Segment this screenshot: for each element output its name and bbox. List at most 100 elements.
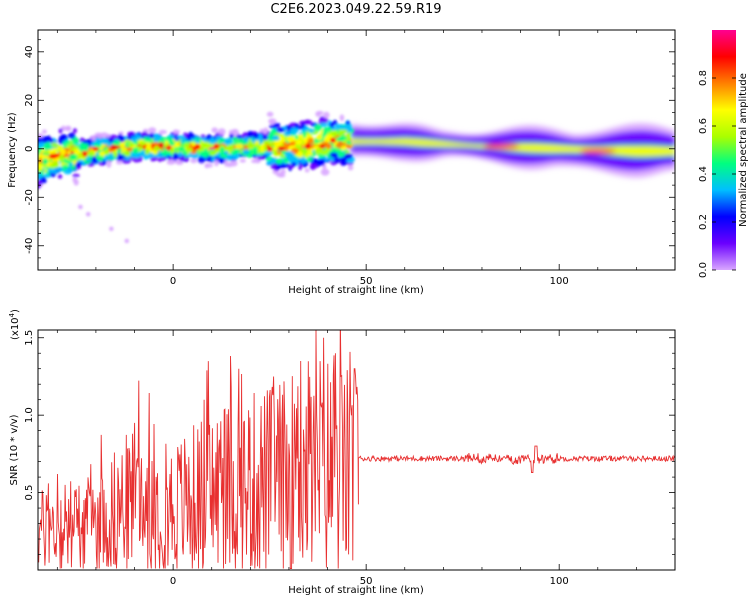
spectrogram-cell xyxy=(141,131,147,136)
spectrogram-cell xyxy=(82,150,88,157)
spectrogram-cell xyxy=(200,142,208,148)
spectrogram-cell xyxy=(149,131,155,139)
spectrogram-cell xyxy=(65,125,72,131)
spectrogram-cell xyxy=(63,169,72,175)
spectrogram-cell xyxy=(340,145,347,151)
spectrogram-cell xyxy=(263,127,268,135)
spectrogram-cell xyxy=(274,140,282,147)
spectrogram-cell xyxy=(266,160,275,166)
spectrogram-cell xyxy=(228,129,234,134)
spectrogram-cell xyxy=(198,150,208,157)
spectrogram-cell xyxy=(72,177,77,183)
spectrogram-cell xyxy=(175,161,184,165)
snr-multiplier-label: (x104) xyxy=(8,309,21,340)
spectrogram-peak-core xyxy=(491,144,512,148)
spectrogram-cell xyxy=(317,134,323,141)
spectrogram-cell xyxy=(243,136,249,143)
colorbar-tick-label: 0.0 xyxy=(698,262,709,278)
spectrogram-cell xyxy=(253,146,258,153)
spectrogram-cell xyxy=(322,130,328,136)
spectrogram-cell xyxy=(168,138,174,145)
spectrogram-cell xyxy=(330,137,336,144)
spectrogram-cell xyxy=(87,151,95,156)
spectrogram-cell xyxy=(104,148,109,153)
spectrogram-cell xyxy=(96,140,103,145)
spectrogram-cell xyxy=(163,148,168,155)
spectrogram-cell xyxy=(296,125,304,130)
spectrogram-cell xyxy=(51,143,59,148)
spectrogram-cell xyxy=(165,145,172,151)
spectrogram-peak-core xyxy=(587,149,608,153)
spectrogram-cell xyxy=(93,158,98,164)
spectrogram-cell xyxy=(299,157,307,164)
spectrogram-cell xyxy=(72,173,80,178)
spectrogram-outlier xyxy=(124,238,129,244)
spectrogram-cell xyxy=(183,142,190,148)
spectrogram-cell xyxy=(176,135,185,139)
spectrogram-cell xyxy=(252,132,259,139)
spectrogram-cell xyxy=(205,157,212,162)
spectrogram-cell xyxy=(332,119,338,126)
spectrogram-outlier xyxy=(78,204,83,210)
spectrogram-x-tick-label: 50 xyxy=(360,276,373,287)
spectrogram-cell xyxy=(347,164,354,171)
spectrogram-cell xyxy=(247,130,254,138)
spectrogram-cell xyxy=(62,164,68,170)
spectrogram-y-tick-label: 0 xyxy=(24,146,35,152)
spectrogram-cell xyxy=(116,154,125,159)
spectrogram-cell xyxy=(56,166,64,172)
spectrogram-cell xyxy=(339,114,345,122)
spectrogram-cell xyxy=(110,144,119,150)
spectrogram-cell xyxy=(263,135,268,141)
spectrogram-cell xyxy=(326,134,333,139)
snr-x-tick-label: 0 xyxy=(170,576,176,587)
spectrogram-cell xyxy=(103,155,109,162)
spectrogram-cell xyxy=(183,157,190,162)
spectrogram-cell xyxy=(38,153,45,159)
spectrogram-cell xyxy=(307,137,314,145)
colorbar-label: Normalized spectral amplitude xyxy=(738,73,749,227)
spectrogram-cell xyxy=(148,127,157,134)
spectrogram-cell xyxy=(204,163,213,168)
spectrogram-cell xyxy=(200,134,206,139)
spectrogram-cell xyxy=(116,159,123,165)
spectrogram-cell xyxy=(108,152,114,160)
colorbar: 0.0 0.2 0.4 0.6 0.8 Normalized spectral ampl… xyxy=(698,30,749,278)
spectrogram-cell xyxy=(291,161,297,167)
spectrogram-cell xyxy=(166,160,176,165)
spectrogram-cell xyxy=(100,132,108,138)
spectrogram-cell xyxy=(214,159,219,167)
spectrogram-cell xyxy=(239,159,246,163)
spectrogram-cell xyxy=(298,133,304,139)
spectrogram-cell xyxy=(249,141,254,148)
spectrogram-cell xyxy=(345,120,351,125)
spectrogram-cell xyxy=(38,163,43,171)
spectrogram-cell xyxy=(170,148,176,154)
spectrogram-cell xyxy=(38,180,42,186)
snr-y-tick-label: 1.0 xyxy=(24,407,35,423)
spectrogram-cell xyxy=(42,129,47,134)
spectrogram-cell xyxy=(120,141,125,148)
spectrogram-cell xyxy=(137,145,144,151)
snr-plot: 0 50 100 0.5 1.0 1.5 Height of straight line … xyxy=(8,309,676,596)
spectrogram-cell xyxy=(73,148,81,155)
page-title: C2E6.2023.049.22.59.R19 xyxy=(270,2,442,17)
snr-x-tick-label: 100 xyxy=(550,576,569,587)
spectrogram-cell xyxy=(70,165,76,171)
snr-series-line xyxy=(38,330,675,569)
spectrogram-cell xyxy=(177,151,183,157)
spectrogram-cell xyxy=(259,145,265,152)
spectrogram-cell xyxy=(150,157,156,162)
spectrogram-cell xyxy=(283,159,288,164)
spectrogram-cell xyxy=(323,111,330,119)
spectrogram-cell xyxy=(303,138,309,143)
spectrogram-cell xyxy=(43,150,50,155)
spectrogram-cell xyxy=(232,136,238,143)
spectrogram-outlier xyxy=(109,226,114,231)
spectrogram-cell xyxy=(257,155,265,160)
spectrogram-cell xyxy=(333,156,341,164)
spectrogram-cell xyxy=(297,151,303,157)
snr-y-axis-label: SNR (10 * v/v) xyxy=(9,414,20,485)
spectrogram-y-tick-label: 20 xyxy=(24,94,35,107)
spectrogram-cell xyxy=(277,146,285,151)
